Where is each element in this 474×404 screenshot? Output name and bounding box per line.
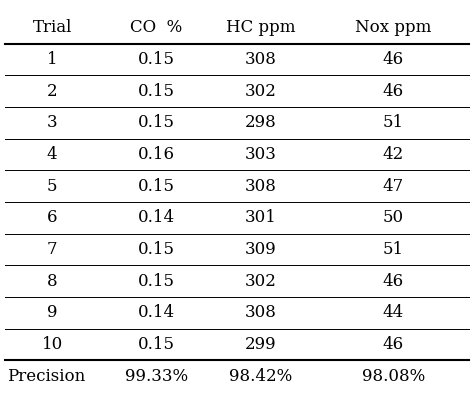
Text: 303: 303 bbox=[245, 146, 277, 163]
Text: 47: 47 bbox=[383, 178, 404, 195]
Text: 99.33%: 99.33% bbox=[125, 368, 188, 385]
Text: 0.15: 0.15 bbox=[138, 83, 175, 100]
Text: 50: 50 bbox=[383, 209, 404, 226]
Text: 0.15: 0.15 bbox=[138, 114, 175, 131]
Text: 46: 46 bbox=[383, 273, 404, 290]
Text: 308: 308 bbox=[245, 304, 277, 321]
Text: 2: 2 bbox=[47, 83, 57, 100]
Text: 5: 5 bbox=[47, 178, 57, 195]
Text: 10: 10 bbox=[42, 336, 63, 353]
Text: 4: 4 bbox=[47, 146, 57, 163]
Text: Nox ppm: Nox ppm bbox=[355, 19, 432, 36]
Text: 1: 1 bbox=[47, 51, 57, 68]
Text: 0.14: 0.14 bbox=[138, 209, 175, 226]
Text: 46: 46 bbox=[383, 336, 404, 353]
Text: 0.15: 0.15 bbox=[138, 51, 175, 68]
Text: Trial: Trial bbox=[32, 19, 72, 36]
Text: 0.14: 0.14 bbox=[138, 304, 175, 321]
Text: 3: 3 bbox=[47, 114, 57, 131]
Text: 301: 301 bbox=[245, 209, 277, 226]
Text: 298: 298 bbox=[245, 114, 276, 131]
Text: 51: 51 bbox=[383, 114, 404, 131]
Text: 46: 46 bbox=[383, 51, 404, 68]
Text: 98.42%: 98.42% bbox=[229, 368, 292, 385]
Text: 6: 6 bbox=[47, 209, 57, 226]
Text: 0.16: 0.16 bbox=[138, 146, 175, 163]
Text: Precision: Precision bbox=[7, 368, 85, 385]
Text: 299: 299 bbox=[245, 336, 276, 353]
Text: 302: 302 bbox=[245, 83, 277, 100]
Text: 308: 308 bbox=[245, 51, 277, 68]
Text: 42: 42 bbox=[383, 146, 404, 163]
Text: 309: 309 bbox=[245, 241, 276, 258]
Text: 308: 308 bbox=[245, 178, 277, 195]
Text: 44: 44 bbox=[383, 304, 404, 321]
Text: 302: 302 bbox=[245, 273, 277, 290]
Text: HC ppm: HC ppm bbox=[226, 19, 295, 36]
Text: 0.15: 0.15 bbox=[138, 336, 175, 353]
Text: 9: 9 bbox=[47, 304, 57, 321]
Text: 46: 46 bbox=[383, 83, 404, 100]
Text: CO  %: CO % bbox=[130, 19, 182, 36]
Text: 51: 51 bbox=[383, 241, 404, 258]
Text: 98.08%: 98.08% bbox=[362, 368, 425, 385]
Text: 0.15: 0.15 bbox=[138, 241, 175, 258]
Text: 7: 7 bbox=[47, 241, 57, 258]
Text: 0.15: 0.15 bbox=[138, 273, 175, 290]
Text: 8: 8 bbox=[47, 273, 57, 290]
Text: 0.15: 0.15 bbox=[138, 178, 175, 195]
